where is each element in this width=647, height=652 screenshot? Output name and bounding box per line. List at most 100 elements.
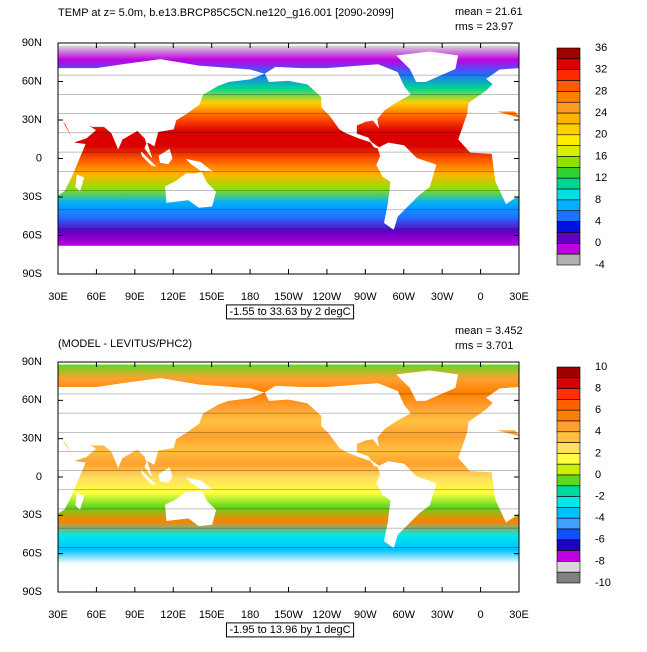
colorbar-label: 20 <box>595 129 607 141</box>
colorbar-box <box>556 58 581 70</box>
land <box>165 490 217 527</box>
land <box>140 470 156 486</box>
colorbar-label: -4 <box>595 512 605 524</box>
range-box <box>225 304 355 320</box>
land <box>264 383 411 468</box>
colorbar-label: 12 <box>595 172 607 184</box>
lon-label: 60E <box>87 291 107 303</box>
colorbar-box <box>556 485 581 497</box>
lat-label: 90N <box>22 37 42 49</box>
colorbar-box <box>556 561 581 573</box>
panel-title: TEMP at z= 5.0m, b.e13.BRCP85C5CN.ne120_… <box>58 7 394 19</box>
stat-rms: rms = 23.97 <box>455 21 513 33</box>
land <box>627 491 647 526</box>
colorbar-box <box>556 453 581 465</box>
colorbar-label: -8 <box>595 555 605 567</box>
lon-label: 120W <box>313 291 342 303</box>
lon-label: 30E <box>48 291 68 303</box>
lon-label: 120W <box>313 609 342 621</box>
land <box>467 387 519 436</box>
lon-label: 30W <box>431 291 454 303</box>
colorbar-label: 8 <box>595 383 601 395</box>
lat-label: 30N <box>22 114 42 126</box>
colorbar-label: 4 <box>595 216 601 228</box>
land <box>185 477 214 491</box>
lat-label: 30N <box>22 433 42 445</box>
lon-label: 180 <box>241 291 259 303</box>
lon-label: 30E <box>509 291 529 303</box>
colorbar-box <box>556 134 581 146</box>
colorbar-box <box>556 539 581 551</box>
range-label: -1.95 to 13.96 by 1 degC <box>229 624 350 636</box>
colorbar-box <box>556 101 581 114</box>
colorbar-label: -10 <box>595 577 611 589</box>
colorbar-box <box>556 243 581 255</box>
colorbar-box <box>556 550 581 562</box>
lon-label: 90E <box>125 291 145 303</box>
land <box>185 158 214 173</box>
lon-label: 90W <box>354 291 377 303</box>
lat-label: 60N <box>22 75 42 87</box>
lon-label: 0 <box>478 609 484 621</box>
colorbar-box <box>556 431 581 443</box>
land <box>467 68 519 117</box>
land <box>165 172 217 208</box>
colorbar-label: 0 <box>595 237 601 249</box>
colorbar-box <box>556 210 581 222</box>
colorbar-box <box>556 442 581 454</box>
colorbar-label: 2 <box>595 447 601 459</box>
colorbar-box <box>556 474 581 487</box>
map <box>58 364 647 564</box>
land <box>158 467 173 483</box>
lon-label: 150W <box>274 291 303 303</box>
land <box>158 148 173 165</box>
colorbar-label: 10 <box>595 361 607 373</box>
lat-label: 90N <box>22 356 42 368</box>
lat-label: 60S <box>22 229 42 241</box>
land <box>396 370 459 401</box>
colorbar-box <box>556 91 581 103</box>
colorbar-label: 24 <box>595 107 607 119</box>
land <box>620 150 633 164</box>
lon-label: 60W <box>392 609 415 621</box>
lat-label: 60S <box>22 548 42 560</box>
colorbar-box <box>556 420 581 433</box>
lat-label: 90S <box>22 268 42 280</box>
stat-mean: mean = 3.452 <box>455 325 523 337</box>
colorbar-box <box>556 80 581 92</box>
colorbar-label: 32 <box>595 64 607 76</box>
land <box>140 151 156 167</box>
land <box>396 51 459 82</box>
range-box <box>225 622 355 638</box>
land <box>376 142 437 230</box>
lon-label: 30W <box>431 609 454 621</box>
land <box>264 64 411 149</box>
colorbar-box <box>556 123 581 136</box>
lon-label: 30E <box>509 609 529 621</box>
lon-label: 120E <box>160 609 186 621</box>
colorbar-label: -4 <box>595 259 605 271</box>
lon-label: 90E <box>125 609 145 621</box>
lon-label: 0 <box>478 291 484 303</box>
land <box>58 378 265 477</box>
lon-label: 150W <box>274 609 303 621</box>
lon-label: 30E <box>48 609 68 621</box>
lon-label: 60E <box>87 609 107 621</box>
land <box>58 117 86 196</box>
colorbar-box <box>556 517 581 530</box>
colorbar-label: 4 <box>595 426 601 438</box>
lat-label: 90S <box>22 586 42 598</box>
lat-label: 60N <box>22 394 42 406</box>
colorbar-box <box>556 188 581 201</box>
colorbar-box <box>556 528 581 541</box>
colorbar-box <box>556 388 581 400</box>
colorbar-label: -6 <box>595 534 605 546</box>
land <box>537 494 545 509</box>
colorbar-box <box>556 409 581 422</box>
colorbar-label: 36 <box>595 42 607 54</box>
range-label: -1.55 to 33.63 by 2 degC <box>229 306 350 318</box>
land <box>627 173 647 208</box>
land <box>376 461 437 549</box>
colorbar-box <box>556 199 581 212</box>
colorbar-box <box>556 69 581 81</box>
